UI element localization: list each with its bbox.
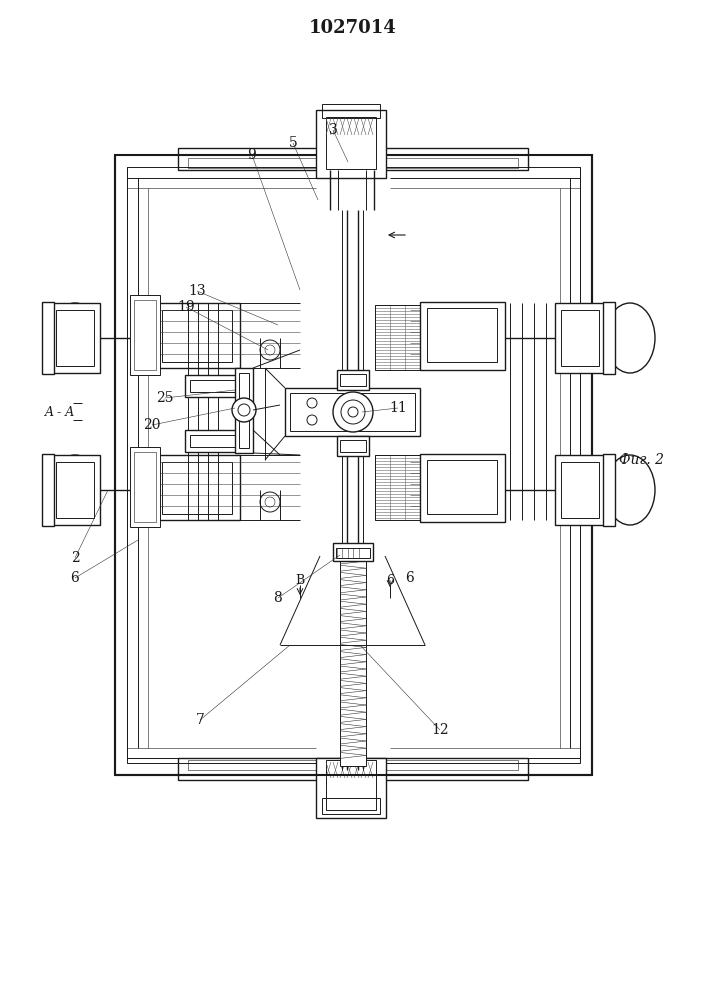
Text: 9: 9: [247, 148, 257, 162]
Bar: [50, 303, 100, 373]
Bar: [115, 155, 592, 775]
Bar: [178, 148, 528, 170]
Bar: [555, 303, 605, 373]
Text: 11: 11: [389, 401, 407, 415]
Text: 8: 8: [274, 591, 282, 605]
Ellipse shape: [605, 303, 655, 373]
Bar: [56, 310, 94, 366]
Bar: [427, 308, 497, 362]
Text: 12: 12: [431, 723, 449, 737]
Bar: [420, 302, 505, 370]
Bar: [155, 303, 240, 368]
Text: A - A: A - A: [45, 406, 75, 418]
Text: 7: 7: [196, 713, 204, 727]
Bar: [162, 310, 232, 362]
Circle shape: [341, 400, 365, 424]
Bar: [316, 758, 386, 818]
Bar: [561, 310, 599, 366]
Bar: [130, 447, 160, 527]
Bar: [188, 760, 518, 770]
Ellipse shape: [605, 455, 655, 525]
Text: 6: 6: [71, 571, 79, 585]
Text: 2: 2: [71, 551, 79, 565]
Bar: [42, 454, 54, 526]
Bar: [190, 435, 235, 447]
Bar: [375, 455, 420, 520]
Bar: [50, 455, 100, 525]
Bar: [290, 393, 415, 431]
Bar: [188, 158, 518, 168]
Circle shape: [333, 392, 373, 432]
Text: 19: 19: [177, 300, 195, 314]
Text: 3: 3: [329, 123, 337, 137]
Ellipse shape: [50, 303, 100, 373]
Bar: [427, 460, 497, 514]
Bar: [130, 295, 160, 375]
Text: 1027014: 1027014: [309, 19, 397, 37]
Bar: [178, 758, 528, 780]
Bar: [603, 454, 615, 526]
Bar: [162, 462, 232, 514]
Text: 25: 25: [156, 391, 174, 405]
Bar: [326, 117, 376, 169]
Bar: [56, 462, 94, 518]
Bar: [322, 104, 380, 118]
Bar: [420, 454, 505, 522]
Bar: [134, 300, 156, 370]
Text: 20: 20: [144, 418, 160, 432]
Text: Фиг. 2: Фиг. 2: [619, 453, 665, 467]
Bar: [337, 370, 369, 390]
Bar: [336, 548, 370, 558]
Text: 5: 5: [288, 136, 298, 150]
Text: B: B: [296, 574, 305, 586]
Bar: [340, 374, 366, 386]
Bar: [555, 455, 605, 525]
Bar: [316, 110, 386, 178]
Circle shape: [348, 407, 358, 417]
Bar: [185, 375, 240, 397]
Bar: [235, 368, 253, 453]
Bar: [190, 380, 235, 392]
Bar: [326, 760, 376, 810]
Bar: [603, 302, 615, 374]
Text: 6: 6: [406, 571, 414, 585]
Bar: [340, 556, 366, 766]
Circle shape: [232, 398, 256, 422]
Bar: [155, 455, 240, 520]
Bar: [375, 305, 420, 370]
Bar: [322, 798, 380, 814]
Bar: [42, 302, 54, 374]
Text: 6: 6: [386, 574, 394, 586]
Bar: [185, 430, 240, 452]
Text: 13: 13: [188, 284, 206, 298]
Bar: [127, 167, 580, 763]
Bar: [134, 452, 156, 522]
Bar: [337, 436, 369, 456]
Bar: [333, 543, 373, 561]
Bar: [340, 440, 366, 452]
Bar: [285, 388, 420, 436]
Bar: [239, 373, 249, 448]
Ellipse shape: [50, 455, 100, 525]
Bar: [561, 462, 599, 518]
